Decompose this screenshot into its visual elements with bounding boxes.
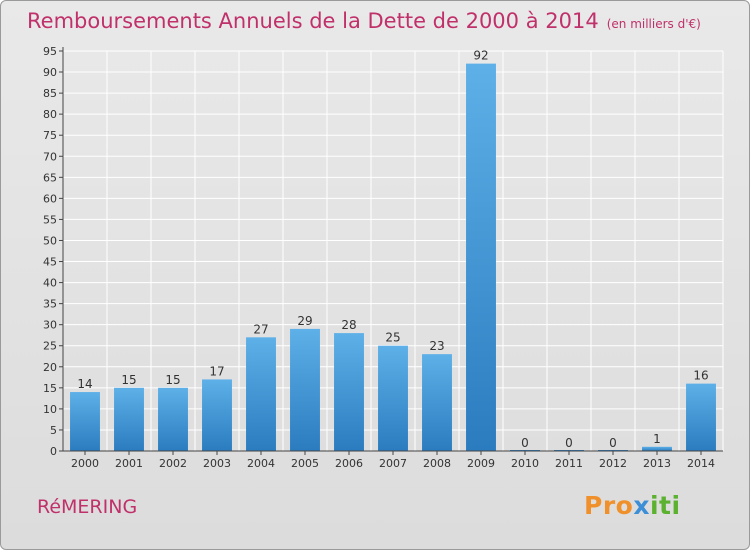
y-tick-label-0: 0	[50, 445, 57, 458]
logo-part-1: Pro	[584, 491, 634, 520]
bar-value-label-2010: 0	[521, 436, 529, 450]
axis-layer: 0510152025303540455055606570758085909520…	[43, 45, 723, 470]
bar-2006	[334, 333, 364, 451]
y-tick-label-15: 15	[43, 382, 57, 395]
y-tick-label-40: 40	[43, 277, 57, 290]
bar-2002	[158, 387, 188, 451]
logo-part-2: x	[633, 491, 650, 520]
proxiti-logo: Proxiti	[584, 491, 681, 520]
x-tick-label-2011: 2011	[555, 457, 583, 470]
y-tick-label-70: 70	[43, 150, 57, 163]
y-tick-label-90: 90	[43, 66, 57, 79]
bar-value-label-2008: 23	[429, 339, 444, 353]
bar-2009	[466, 63, 496, 451]
y-tick-label-85: 85	[43, 87, 57, 100]
x-tick-label-2007: 2007	[379, 457, 407, 470]
chart-title: Remboursements Annuels de la Dette de 20…	[27, 9, 701, 33]
bar-value-label-2006: 28	[341, 318, 356, 332]
bar-value-label-2014: 16	[693, 369, 708, 383]
bar-value-label-2001: 15	[121, 373, 136, 387]
bar-2005	[290, 328, 320, 451]
bar-chart: 14 15 15 17 27 29 28 25 23 92 0 0 0 1 16 0 5 10 15 20 25 30 3…	[43, 45, 724, 470]
x-tick-label-2008: 2008	[423, 457, 451, 470]
bar-2008	[422, 354, 452, 451]
bar-value-label-2005: 29	[297, 314, 312, 328]
x-tick-label-2000: 2000	[71, 457, 99, 470]
bar-value-label-2003: 17	[209, 364, 224, 378]
x-tick-label-2004: 2004	[247, 457, 275, 470]
x-tick-label-2010: 2010	[511, 457, 539, 470]
y-tick-label-65: 65	[43, 171, 57, 184]
x-tick-label-2001: 2001	[115, 457, 143, 470]
y-tick-label-35: 35	[43, 298, 57, 311]
y-tick-label-55: 55	[43, 213, 57, 226]
bar-layer: 14 15 15 17 27 29 28 25 23 92 0 0 0 1 16	[70, 49, 716, 451]
bar-2007	[378, 345, 408, 451]
chart-unit: (en milliers d'€)	[606, 17, 701, 31]
y-tick-label-25: 25	[43, 340, 57, 353]
x-tick-label-2012: 2012	[599, 457, 627, 470]
y-tick-label-5: 5	[50, 424, 57, 437]
bar-value-label-2002: 15	[165, 373, 180, 387]
y-tick-label-95: 95	[43, 45, 57, 58]
bar-value-label-2009: 92	[473, 49, 488, 63]
commune-name: RéMERING	[37, 496, 138, 518]
y-tick-label-45: 45	[43, 256, 57, 269]
bar-2000	[70, 392, 100, 451]
bar-value-label-2007: 25	[385, 331, 400, 345]
x-tick-label-2005: 2005	[291, 457, 319, 470]
bar-2014	[686, 383, 716, 451]
bar-2004	[246, 337, 276, 451]
bar-value-label-2000: 14	[77, 377, 92, 391]
bar-2003	[202, 379, 232, 451]
bar-value-label-2012: 0	[609, 436, 617, 450]
chart-title-text: Remboursements Annuels de la Dette de 20…	[27, 9, 599, 33]
x-tick-label-2003: 2003	[203, 457, 231, 470]
bar-value-label-2013: 1	[653, 432, 661, 446]
x-tick-label-2014: 2014	[687, 457, 715, 470]
x-tick-label-2009: 2009	[467, 457, 495, 470]
logo-part-3: iti	[649, 491, 681, 520]
y-tick-label-20: 20	[43, 361, 57, 374]
y-tick-label-30: 30	[43, 319, 57, 332]
x-tick-label-2013: 2013	[643, 457, 671, 470]
y-tick-label-50: 50	[43, 234, 57, 247]
bar-value-label-2004: 27	[253, 322, 268, 336]
x-tick-label-2006: 2006	[335, 457, 363, 470]
bar-2001	[114, 387, 144, 451]
bar-2013	[642, 446, 672, 451]
y-tick-label-80: 80	[43, 108, 57, 121]
y-tick-label-75: 75	[43, 129, 57, 142]
bar-value-label-2011: 0	[565, 436, 573, 450]
y-tick-label-10: 10	[43, 403, 57, 416]
x-tick-label-2002: 2002	[159, 457, 187, 470]
y-tick-label-60: 60	[43, 192, 57, 205]
